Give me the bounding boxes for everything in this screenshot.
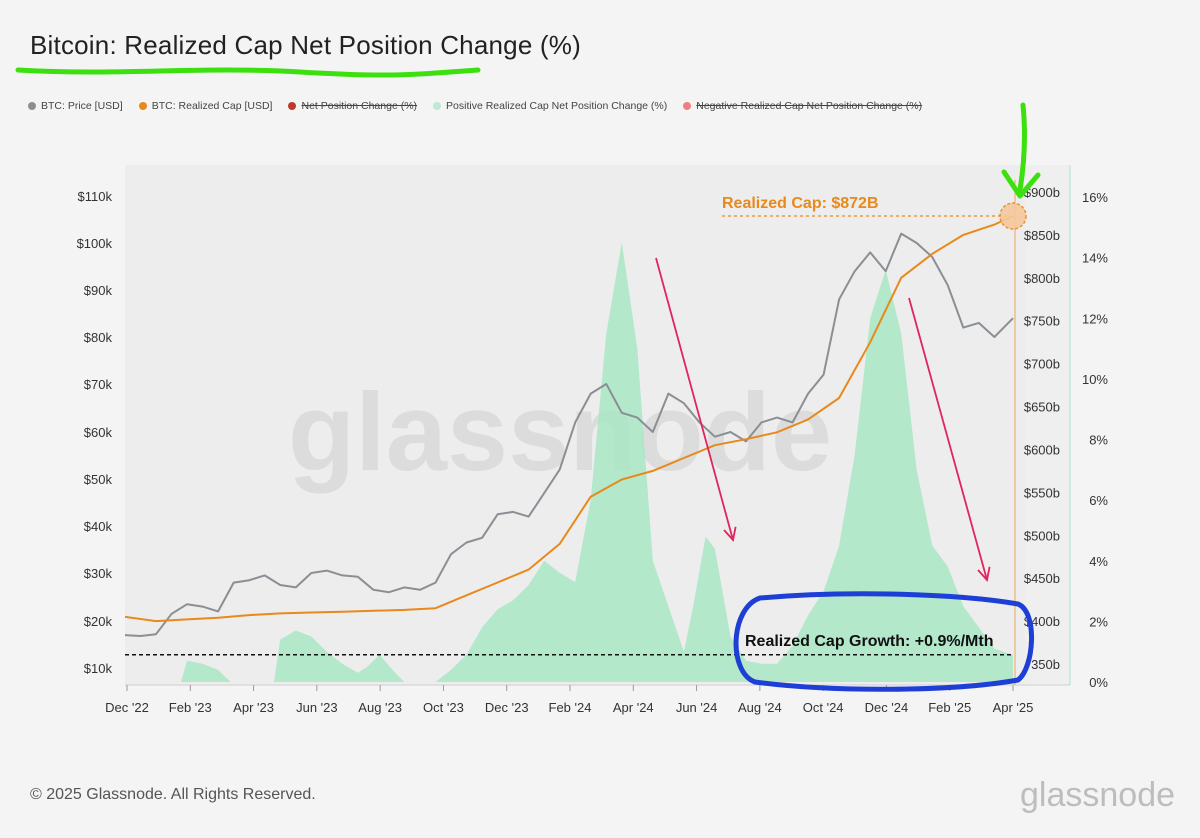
realized-cap-label: Realized Cap: $872B: [722, 195, 879, 212]
legend-item[interactable]: BTC: Realized Cap [USD]: [138, 100, 273, 112]
y-left-tick-label: $90k: [84, 283, 113, 298]
y-mid-tick-label: $650b: [1024, 400, 1060, 415]
x-tick-label: Oct '24: [803, 700, 844, 715]
growth-label: Realized Cap Growth: +0.9%/Mth: [745, 633, 993, 650]
brand-logo-text: glassnode: [1020, 776, 1176, 814]
legend-label: Positive Realized Cap Net Position Chang…: [446, 100, 668, 112]
y-mid-tick-label: $750b: [1024, 314, 1060, 329]
x-tick-label: Dec '24: [865, 700, 909, 715]
legend-swatch: [138, 102, 147, 110]
x-axis: Dec '22 Feb '23 Apr '23 Jun '23 Aug '23 Oct '…: [105, 684, 1070, 715]
y-right-tick-label: 0%: [1089, 675, 1108, 690]
page-title: Bitcoin: Realized Cap Net Position Chang…: [30, 30, 581, 60]
legend-label: Net Position Change (%): [301, 100, 418, 112]
legend-swatch: [28, 102, 36, 110]
y-right-tick-label: 10%: [1082, 372, 1108, 387]
trend-arrow-1-shaft: [655, 257, 734, 541]
y-left-tick-label: $50k: [84, 472, 113, 487]
y-mid-tick-label: 350b: [1031, 657, 1060, 672]
y-mid-tick-label: $900b: [1024, 185, 1060, 200]
y-right-tick-label: 2%: [1089, 614, 1108, 629]
y-left-tick-label: $110k: [78, 189, 113, 204]
y-mid-tick-label: $550b: [1024, 485, 1060, 500]
x-tick-label: Feb '25: [928, 700, 971, 715]
x-tick-label: Dec '22: [105, 700, 149, 715]
y-left-tick-label: $30k: [84, 566, 113, 581]
legend-item[interactable]: Positive Realized Cap Net Position Chang…: [433, 100, 667, 112]
y-axis-left: $10k $20k $30k $40k $50k $60k $70k $80k $90k $100…: [77, 189, 113, 676]
green-arrow-head: [1001, 169, 1041, 199]
positive-area-fill: [125, 242, 1013, 682]
y-right-tick-label: 8%: [1089, 433, 1108, 448]
y-right-tick-label: 6%: [1089, 493, 1108, 508]
y-mid-tick-label: $800b: [1024, 271, 1060, 286]
positive-area-series: [125, 242, 1013, 682]
trend-arrow-2-shaft: [908, 297, 988, 581]
growth-highlight-circle: [733, 591, 1034, 692]
y-right-tick-label: 14%: [1082, 251, 1108, 266]
copyright: © 2025 Glassnode. All Rights Reserved.: [30, 786, 316, 803]
y-left-tick-label: $40k: [84, 519, 113, 534]
y-mid-tick-label: $700b: [1024, 357, 1060, 372]
y-right-tick-label: 4%: [1089, 554, 1108, 569]
x-tick-label: Apr '24: [613, 700, 654, 715]
y-left-tick-label: $60k: [84, 425, 113, 440]
legend-item[interactable]: Net Position Change (%): [288, 100, 417, 112]
y-right-tick-label: 12%: [1082, 311, 1108, 326]
x-tick-label: Jun '24: [676, 700, 718, 715]
realized-cap-series: [124, 215, 1014, 623]
legend: BTC: Price [USD] BTC: Realized Cap [USD] N…: [28, 100, 922, 112]
y-mid-tick-label: $500b: [1024, 528, 1060, 543]
x-tick-label: Aug '23: [358, 700, 402, 715]
y-left-tick-label: $10k: [84, 661, 113, 676]
x-tick-label: Feb '24: [549, 700, 592, 715]
legend-item[interactable]: BTC: Price [USD]: [28, 100, 123, 112]
price-line: [124, 232, 1014, 637]
plot-area-right: [1025, 165, 1070, 685]
title-highlight-underline: [15, 67, 481, 78]
green-arrow-shaft: [1017, 102, 1027, 193]
legend-item[interactable]: Negative Realized Cap Net Position Chang…: [683, 100, 922, 112]
y-left-tick-label: $20k: [84, 614, 113, 629]
legend-label: Negative Realized Cap Net Position Chang…: [696, 100, 923, 112]
x-tick-label: Feb '23: [169, 700, 212, 715]
y-left-tick-label: $70k: [84, 377, 113, 392]
y-left-tick-label: $100k: [77, 236, 113, 251]
realized-cap-line: [124, 215, 1014, 623]
y-mid-tick-label: $850b: [1024, 228, 1060, 243]
legend-swatch: [288, 102, 297, 110]
realized-cap-marker: [999, 202, 1027, 230]
annotations: Realized Cap: $872B Realized Cap Growth: …: [655, 102, 1041, 692]
trend-arrow-2-head: [977, 566, 991, 582]
x-tick-label: Aug '24: [738, 700, 782, 715]
legend-label: BTC: Price [USD]: [41, 100, 123, 112]
legend-swatch: [433, 102, 442, 110]
x-tick-label: Jun '23: [296, 700, 338, 715]
y-mid-tick-label: $450b: [1024, 571, 1060, 586]
x-tick-label: Apr '23: [233, 700, 274, 715]
x-tick-label: Oct '23: [423, 700, 464, 715]
watermark: glassnode: [288, 371, 832, 494]
price-series: [124, 232, 1014, 637]
x-tick-label: Dec '23: [485, 700, 529, 715]
y-left-tick-label: $80k: [84, 330, 113, 345]
legend-label: BTC: Realized Cap [USD]: [151, 100, 273, 112]
trend-arrow-1-head: [723, 526, 737, 542]
x-tick-label: Apr '25: [993, 700, 1034, 715]
y-mid-tick-label: $600b: [1024, 442, 1060, 457]
legend-swatch: [683, 102, 692, 110]
y-right-tick-label: 16%: [1082, 190, 1108, 205]
y-axis-right: 0% 2% 4% 6% 8% 10% 12% 14% 16%: [1069, 165, 1108, 690]
